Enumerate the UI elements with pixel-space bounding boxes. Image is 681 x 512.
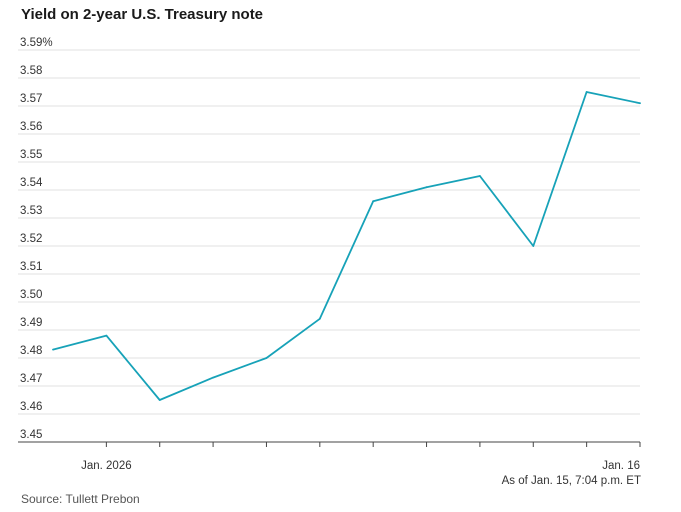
data-point [265,357,268,359]
y-tick-label: 3.50 [20,289,42,301]
y-tick-label: 3.55 [20,149,42,161]
series-line [52,91,641,401]
series-group [52,91,641,401]
gridlines [18,49,640,415]
y-tick-label: 3.54 [20,177,43,189]
y-tick-label: 3.45 [20,429,42,441]
y-tick-label: 3.52 [20,233,42,245]
y-tick-label: 3.57 [20,93,42,105]
data-point [372,200,375,203]
chart-title: Yield on 2-year U.S. Treasury note [21,6,264,23]
y-tick-label: 3.46 [20,401,42,413]
source-credit: Source: Tullett Prebon [21,492,140,506]
data-point [105,334,108,337]
y-axis: 3.45 3.46 3.47 3.48 3.49 3.50 3.51 3.52 3.53 3.54… [20,37,53,441]
data-point [532,245,535,247]
y-tick-label: 3.56 [20,121,42,133]
y-tick-label: 3.58 [20,65,42,77]
data-point [158,399,161,401]
timestamp-note: As of Jan. 15, 7:04 p.m. ET [501,475,641,487]
data-point [425,186,428,189]
data-point [52,348,54,351]
x-tick-label: Jan. 2026 [81,460,132,472]
data-point [318,317,321,320]
data-point [639,102,641,105]
y-tick-label: 3.51 [20,261,42,273]
y-tick-label: 3.48 [20,345,42,357]
y-tick-label: 3.53 [20,205,42,217]
y-tick-label: 3.59% [20,37,53,49]
x-axis: Jan. 2026 Jan. 16 [18,441,641,472]
data-point [212,376,214,379]
y-tick-label: 3.47 [20,373,42,385]
y-tick-label: 3.49 [20,317,42,329]
data-point [479,175,481,177]
x-tick-label: Jan. 16 [602,460,640,472]
data-point [585,91,588,93]
